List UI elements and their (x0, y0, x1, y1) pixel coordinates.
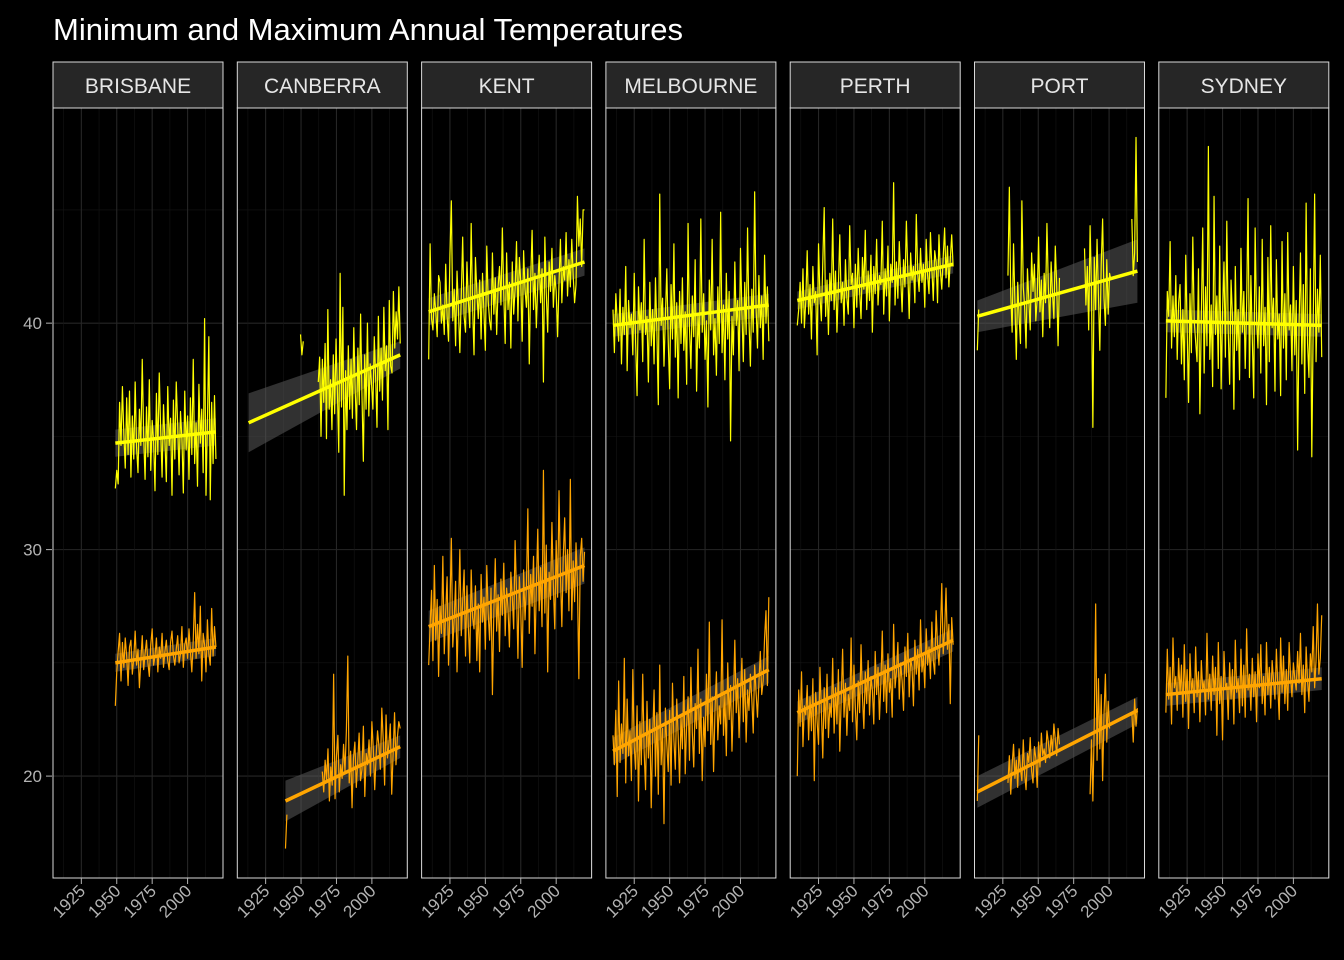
min-temperature-line (284, 655, 401, 849)
y-tick-label: 20 (23, 767, 42, 786)
facet-strip (789, 61, 961, 109)
facet-strip-label: MELBOURNE (624, 75, 757, 98)
panel-border (236, 107, 408, 879)
max-temperature-line (976, 136, 1139, 428)
max-trend-line (612, 303, 770, 328)
panel-border (789, 107, 961, 879)
max-trend-line (428, 260, 586, 314)
y-axis: 20 30 40 (23, 314, 52, 786)
max-trend-line (1165, 319, 1322, 328)
max-temperature-line (1165, 145, 1323, 458)
panel-border (421, 107, 593, 879)
panel-background (790, 108, 961, 878)
facet-strip-label: PORT (1031, 75, 1089, 98)
min-trend-line (284, 745, 401, 803)
y-tick-label: 30 (23, 541, 42, 560)
max-trend-line (247, 353, 401, 425)
min-trend-line (115, 645, 217, 665)
panel-border (52, 107, 224, 879)
panel-border (974, 107, 1145, 879)
max-trend-line (976, 269, 1138, 319)
chart-title: Minimum and Maximum Annual Temperatures (53, 12, 683, 47)
min-temperature-line (428, 469, 586, 696)
min-trend-line (428, 563, 586, 629)
min-trend-line (612, 668, 770, 753)
panel-border (1158, 107, 1330, 879)
max-temperature-line (796, 182, 954, 356)
min-temperature-line (114, 592, 217, 706)
y-tick-label: 40 (23, 314, 42, 333)
min-temperature-line (612, 597, 770, 825)
facet-strip (1158, 61, 1330, 109)
max-trend-line (115, 430, 217, 445)
panel-border (605, 107, 777, 879)
panel-background (53, 108, 223, 878)
max-temperature-line (612, 191, 770, 442)
facet-strip (236, 61, 408, 109)
facet-strip-label: CANBERRA (264, 75, 381, 98)
facet-strip-label: BRISBANE (85, 75, 191, 98)
max-temperature-line (114, 318, 217, 501)
panel-background (1158, 108, 1329, 878)
min-trend-line (1165, 676, 1322, 697)
panel-background (421, 108, 592, 878)
max-trend-line (796, 262, 954, 303)
max-temperature-line (299, 272, 401, 496)
facet-strip (52, 61, 224, 109)
facet-strip (421, 61, 593, 109)
facet-strip-label: PERTH (840, 75, 911, 98)
facet-strip (605, 61, 777, 109)
facet-strip-label: SYDNEY (1201, 75, 1287, 98)
max-temperature-line (428, 195, 585, 383)
min-trend-line (796, 638, 954, 715)
min-temperature-line (1165, 603, 1323, 741)
facet-strip-label: KENT (479, 75, 535, 98)
min-trend-line (976, 708, 1139, 794)
facet-panels: BRISBANE1925195019752000CANBERRA19251950… (49, 61, 1330, 922)
